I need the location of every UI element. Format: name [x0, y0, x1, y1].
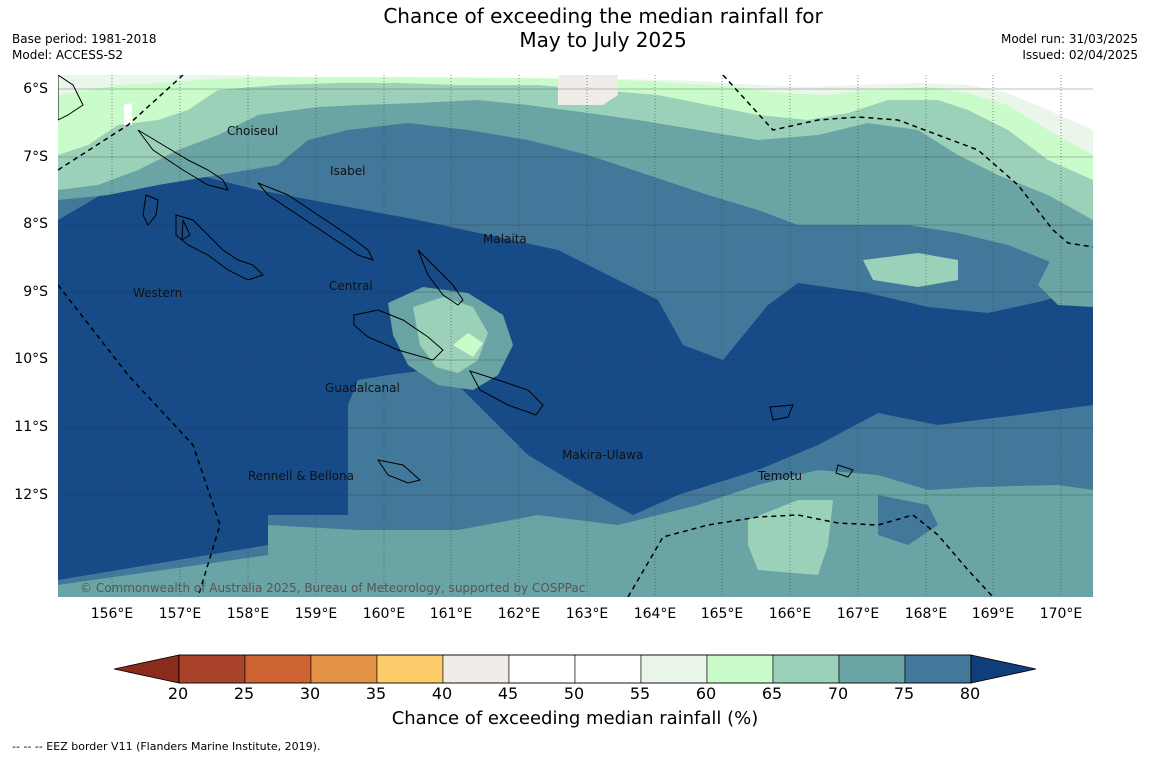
region-guadalcanal: Guadalcanal: [325, 381, 400, 395]
colorbar-segment: [442, 654, 510, 684]
colorbar-tick: 65: [761, 684, 783, 703]
map-title: Chance of exceeding the median rainfall …: [300, 4, 906, 52]
colorbar-segment: [310, 654, 378, 684]
contour-65-70-south: [748, 500, 833, 575]
colorbar-tick: 70: [827, 684, 849, 703]
region-makira-ulawa: Makira-Ulawa: [562, 448, 643, 462]
base-period: Base period: 1981-2018: [12, 32, 157, 46]
malaita-island: [417, 249, 464, 306]
colorbar-tick: 55: [629, 684, 651, 703]
meta-left: Base period: 1981-2018 Model: ACCESS-S2: [12, 31, 157, 63]
latitude-lines: [58, 88, 1093, 496]
lat-label: 9°S: [23, 284, 48, 300]
contour-60-65: [58, 75, 1093, 180]
model-run: Model run: 31/03/2025: [1000, 32, 1138, 46]
colorbar-segment: [838, 654, 906, 684]
colorbar-tick: 45: [497, 684, 519, 703]
colorbar-tick: 80: [959, 684, 981, 703]
colorbar-title: Chance of exceeding median rainfall (%): [391, 708, 759, 729]
colorbar-segment: [772, 654, 840, 684]
lon-label: 165°E: [700, 606, 744, 622]
colorbar-segment: [178, 654, 246, 684]
colorbar-segment: [904, 654, 972, 684]
contour-70-75-east: [1038, 250, 1093, 307]
lon-label: 160°E: [362, 606, 406, 622]
region-central: Central: [329, 279, 373, 293]
colorbar-tick: 60: [695, 684, 717, 703]
contour-65-70-east: [863, 253, 958, 287]
eez-footnote: -- -- -- EEZ border V11 (Flanders Marine…: [12, 740, 321, 753]
choiseul-island: [137, 129, 229, 191]
makira-island: [468, 370, 544, 416]
lat-label: 10°S: [14, 351, 48, 367]
issued-date: Issued: 02/04/2025: [1022, 48, 1138, 62]
colorbar-tick: 20: [167, 684, 189, 703]
colorbar-segment: [706, 654, 774, 684]
lon-label: 166°E: [768, 606, 812, 622]
lat-label: 11°S: [14, 419, 48, 435]
contour-80-plus: [58, 175, 1093, 580]
coastlines: [58, 75, 854, 484]
region-isabel: Isabel: [330, 164, 365, 178]
lon-label: 162°E: [497, 606, 541, 622]
contour-60-65-island: [453, 333, 483, 357]
model-name: Model: ACCESS-S2: [12, 48, 124, 62]
lat-label: 7°S: [23, 149, 48, 165]
colorbar-segment: [244, 654, 312, 684]
region-temotu: Temotu: [757, 469, 802, 483]
lon-label: 170°E: [1039, 606, 1083, 622]
lon-label: 157°E: [158, 606, 202, 622]
lon-label: 168°E: [904, 606, 948, 622]
contour-50-55: [238, 75, 1093, 130]
colorbar-segment: [376, 654, 444, 684]
title-line-1: Chance of exceeding the median rainfall …: [383, 4, 823, 28]
lat-label: 12°S: [14, 487, 48, 503]
colorbar-low-arrow: [114, 654, 180, 684]
eez-borders: [58, 75, 1093, 597]
lon-label: 156°E: [90, 606, 134, 622]
colorbar-tick: 75: [893, 684, 915, 703]
contour-75-80-se: [878, 495, 938, 545]
colorbar-high-arrow: [970, 654, 1036, 684]
lon-label: 169°E: [971, 606, 1015, 622]
lon-label: 161°E: [429, 606, 473, 622]
colorbar-segment: [574, 654, 642, 684]
map-canvas: Choiseul Isabel Malaita Central Western …: [58, 75, 1093, 597]
lat-label: 8°S: [23, 216, 48, 232]
lon-label: 167°E: [836, 606, 880, 622]
contour-near-zero-island: [124, 103, 132, 125]
lon-label: 158°E: [226, 606, 270, 622]
region-rennell-bellona: Rennell & Bellona: [248, 469, 354, 483]
region-malaita: Malaita: [483, 232, 527, 246]
guadalcanal-island: [353, 309, 444, 361]
colorbar: [114, 654, 1036, 684]
rainfall-map: Choiseul Isabel Malaita Central Western …: [58, 75, 1093, 597]
contour-70-75-south: [58, 470, 1093, 597]
lon-label: 164°E: [633, 606, 677, 622]
meta-right: Model run: 31/03/2025 Issued: 02/04/2025: [1001, 31, 1138, 63]
title-line-2: May to July 2025: [519, 28, 687, 52]
colorbar-tick: 30: [299, 684, 321, 703]
isabel-island: [257, 182, 374, 261]
colorbar-segment: [508, 654, 576, 684]
bougainville-island: [58, 75, 84, 121]
lat-label: 6°S: [23, 81, 48, 97]
colorbar-tick: 50: [563, 684, 585, 703]
rennell-island: [376, 459, 422, 484]
colorbar-tick: 35: [365, 684, 387, 703]
region-western: Western: [133, 286, 182, 300]
copyright-notice: © Commonwealth of Australia 2025, Bureau…: [80, 581, 585, 595]
graticule: [111, 75, 1062, 597]
colorbar-tick: 40: [431, 684, 453, 703]
temotu-islands: [769, 404, 854, 478]
contour-40-45: [558, 75, 618, 105]
lon-label: 159°E: [294, 606, 338, 622]
colorbar-segment: [640, 654, 708, 684]
lon-label: 163°E: [565, 606, 609, 622]
colorbar-segments: [178, 654, 972, 684]
western-islands: [142, 194, 264, 281]
colorbar-tick: 25: [233, 684, 255, 703]
region-choiseul: Choiseul: [227, 124, 278, 138]
